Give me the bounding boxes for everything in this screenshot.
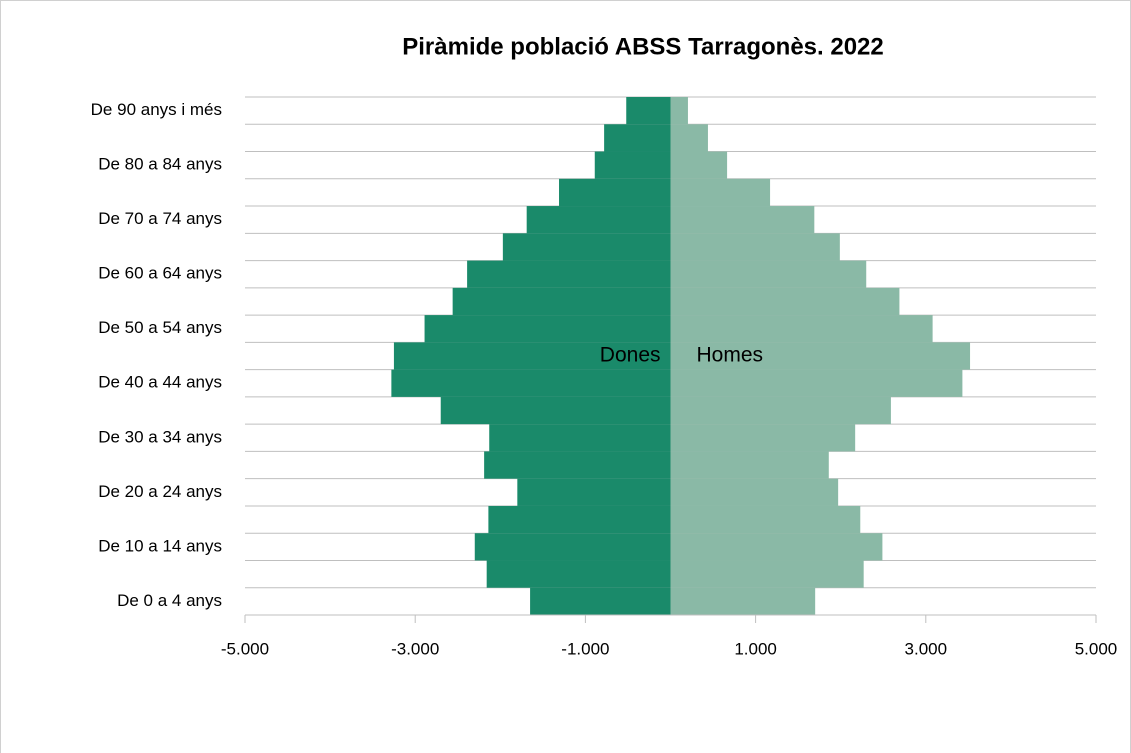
x-tick-label: -5.000 xyxy=(221,639,269,658)
y-tick-label: De 30 a 34 anys xyxy=(98,427,222,446)
bar xyxy=(670,124,708,152)
bar xyxy=(670,396,891,425)
bar xyxy=(670,451,829,479)
bar xyxy=(670,206,815,234)
y-tick-label: De 60 a 64 anys xyxy=(98,264,222,283)
x-tick-label: -3.000 xyxy=(391,639,439,658)
bar xyxy=(670,97,688,125)
x-tick-label: 1.000 xyxy=(734,639,777,658)
bar xyxy=(517,478,671,506)
y-tick-label: De 50 a 54 anys xyxy=(98,318,222,337)
chart-title: Piràmide població ABSS Tarragonès. 2022 xyxy=(402,33,884,60)
bar xyxy=(452,287,671,316)
bar xyxy=(474,533,671,561)
y-tick-label: De 90 anys i més xyxy=(91,100,222,119)
bar xyxy=(670,342,971,370)
y-tick-label: De 80 a 84 anys xyxy=(98,155,222,174)
bar xyxy=(393,342,671,370)
bar xyxy=(670,560,864,588)
bar xyxy=(424,315,671,343)
bar xyxy=(484,451,671,479)
bar xyxy=(526,206,671,234)
bar xyxy=(530,587,671,615)
y-tick-label: De 10 a 14 anys xyxy=(98,536,222,555)
bar xyxy=(467,260,671,288)
series-label: Dones xyxy=(600,344,661,367)
y-tick-label: De 40 a 44 anys xyxy=(98,373,222,392)
bar xyxy=(670,260,867,288)
series-label: Homes xyxy=(697,344,764,367)
bar xyxy=(594,151,671,179)
bar xyxy=(604,124,671,152)
bar xyxy=(670,151,728,179)
bar xyxy=(670,533,883,561)
bar xyxy=(670,315,933,343)
bar xyxy=(440,396,671,425)
bar xyxy=(559,178,671,207)
bar xyxy=(670,287,900,316)
bar xyxy=(670,369,963,397)
bar xyxy=(670,587,816,615)
y-tick-label: De 0 a 4 anys xyxy=(117,591,222,610)
bar xyxy=(502,233,671,261)
bar xyxy=(670,505,861,534)
bar xyxy=(670,233,840,261)
x-tick-label: 5.000 xyxy=(1075,639,1118,658)
y-tick-label: De 20 a 24 anys xyxy=(98,482,222,501)
bar xyxy=(391,369,671,397)
x-tick-label: -1.000 xyxy=(561,639,609,658)
y-tick-label: De 70 a 74 anys xyxy=(98,209,222,228)
bar xyxy=(489,424,671,452)
bar xyxy=(486,560,671,588)
bar xyxy=(670,178,771,207)
bar xyxy=(670,478,839,506)
bar xyxy=(670,424,856,452)
bar xyxy=(626,97,671,125)
bar xyxy=(488,505,671,534)
x-tick-label: 3.000 xyxy=(905,639,948,658)
